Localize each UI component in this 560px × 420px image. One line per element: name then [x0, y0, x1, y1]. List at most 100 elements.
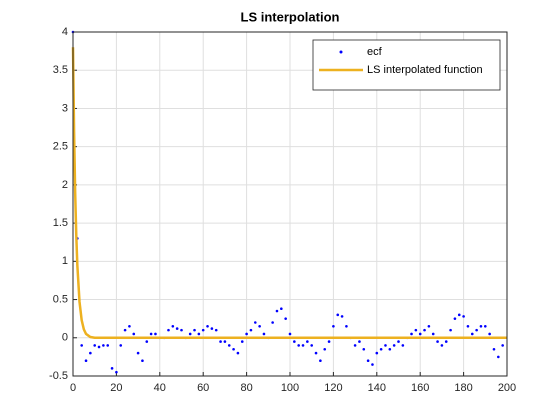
point: [214, 328, 218, 332]
point: [175, 327, 179, 330]
point: [201, 328, 205, 332]
point: [449, 328, 452, 332]
point: [297, 344, 300, 347]
point: [457, 313, 461, 317]
point: [466, 325, 470, 328]
legend-box: [312, 39, 501, 91]
point: [488, 332, 491, 336]
y-tick-label: 2: [62, 179, 68, 191]
point: [366, 359, 370, 363]
point: [123, 328, 127, 332]
point: [358, 340, 361, 343]
point: [97, 345, 101, 349]
point: [501, 344, 504, 347]
line: [71, 47, 507, 340]
point: [470, 332, 474, 336]
point: [397, 340, 400, 343]
point: [180, 328, 183, 332]
point: [167, 328, 170, 332]
point: [418, 332, 422, 336]
point: [280, 307, 283, 311]
point: [227, 344, 231, 347]
point: [497, 355, 500, 359]
point: [414, 328, 418, 332]
point: [353, 344, 357, 347]
point: [193, 328, 196, 332]
point: [236, 351, 240, 355]
point: [136, 351, 140, 355]
point: [210, 327, 214, 330]
point: [314, 351, 318, 355]
point: [336, 313, 340, 317]
point: [293, 340, 296, 343]
point: [484, 325, 487, 328]
point: [392, 344, 396, 347]
point: [110, 367, 114, 370]
point: [102, 344, 105, 347]
point: [262, 332, 266, 336]
point: [240, 340, 244, 343]
x-tick-label: 0: [70, 382, 76, 394]
point: [362, 347, 366, 351]
point: [219, 340, 222, 343]
point: [323, 347, 327, 351]
point: [306, 340, 309, 343]
point: [223, 340, 227, 343]
point: [462, 315, 465, 318]
point: [275, 309, 279, 313]
axes-box: [72, 31, 508, 377]
point: [492, 347, 496, 351]
point: [106, 344, 110, 347]
y-tick-label: 4: [62, 26, 68, 38]
point: [340, 315, 344, 318]
point: [384, 344, 387, 347]
point: [479, 325, 483, 328]
y-tick-label: -0.5: [49, 370, 68, 382]
x-tick-label: 60: [197, 382, 209, 394]
point: [128, 325, 131, 328]
point: [171, 325, 175, 328]
point: [288, 332, 292, 336]
point: [80, 344, 83, 347]
point: [132, 332, 136, 336]
point: [145, 340, 149, 343]
x-tick-label: 40: [154, 382, 166, 394]
x-tick-label: 80: [240, 382, 252, 394]
point: [401, 344, 405, 347]
point: [327, 340, 331, 343]
x-tick-label: 100: [281, 382, 299, 394]
point: [436, 340, 439, 343]
point: [423, 328, 426, 332]
point: [249, 328, 253, 332]
y-tick-label: 3: [62, 102, 68, 114]
point: [232, 347, 235, 351]
point: [444, 340, 448, 343]
point: [371, 363, 374, 366]
point: [154, 332, 157, 336]
point: [375, 351, 379, 355]
point: [379, 347, 383, 351]
x-tick-label: 180: [454, 382, 472, 394]
point: [410, 332, 413, 336]
x-tick-label: 20: [110, 382, 122, 394]
point: [427, 325, 431, 328]
point: [258, 325, 261, 328]
chart-title: LS interpolation: [241, 9, 340, 24]
legend-label: ecf: [367, 46, 383, 58]
point: [119, 344, 123, 347]
point: [440, 344, 444, 347]
x-tick-label: 120: [324, 382, 342, 394]
point: [453, 317, 457, 320]
point: [431, 332, 435, 336]
point: [206, 325, 209, 328]
y-tick-label: 3.5: [53, 64, 68, 76]
y-tick-label: 2.5: [53, 141, 68, 153]
point: [310, 344, 314, 347]
point: [93, 344, 96, 347]
x-tick-label: 200: [498, 382, 516, 394]
legend-marker: [339, 50, 343, 54]
y-tick-label: 1: [62, 255, 68, 267]
point: [271, 321, 274, 324]
point: [332, 325, 335, 328]
